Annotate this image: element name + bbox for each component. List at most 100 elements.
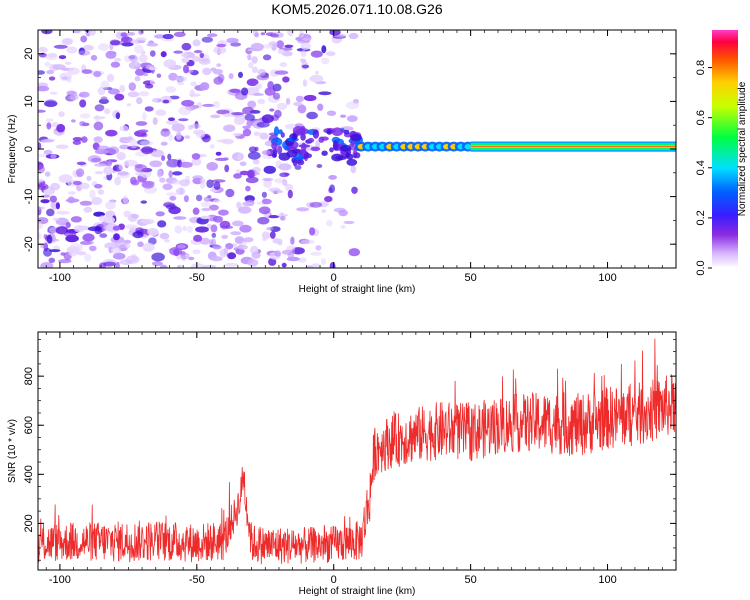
- heatmap-noise-blob: [126, 103, 132, 107]
- snr-series-line: [38, 338, 676, 565]
- heatmap-noise-blob: [274, 70, 289, 75]
- heatmap-noise-blob: [271, 189, 284, 194]
- heatmap-noise-blob: [55, 144, 69, 149]
- heatmap-noise-blob: [192, 249, 201, 255]
- heatmap-noise-blob: [191, 56, 201, 62]
- heatmap-noise-blob: [169, 95, 180, 100]
- heatmap-noise-blob: [184, 135, 191, 139]
- heatmap-noise-blob: [216, 43, 227, 48]
- heatmap-noise-blob: [326, 110, 337, 116]
- heatmap-noise-blob: [348, 248, 360, 257]
- snr-x-tick-label: 100: [598, 574, 616, 586]
- heatmap-noise-blob: [72, 140, 82, 146]
- heatmap-noise-blob: [212, 100, 220, 109]
- heatmap-noise-blob: [211, 232, 217, 238]
- heatmap-noise-blob: [58, 259, 72, 264]
- heatmap-noise-blob: [181, 52, 189, 58]
- heatmap-x-tick-label: 0: [331, 272, 337, 284]
- heatmap-noise-blob: [76, 161, 87, 166]
- heatmap-noise-blob: [113, 233, 120, 241]
- heatmap-noise-blob: [175, 76, 187, 82]
- heatmap-noise-blob: [162, 183, 173, 191]
- heatmap-noise-blob: [63, 231, 77, 237]
- heatmap-noise-blob: [116, 152, 126, 161]
- heatmap-noise-blob: [208, 204, 219, 211]
- heatmap-noise-blob: [276, 102, 288, 110]
- heatmap-noise-blob: [58, 111, 65, 117]
- heatmap-y-tick-label: -20: [23, 236, 35, 252]
- heatmap-noise-blob: [71, 119, 76, 123]
- heatmap-noise-blob: [206, 162, 218, 171]
- heatmap-noise-blob: [105, 50, 117, 59]
- heatmap-noise-blob: [269, 231, 276, 239]
- heatmap-noise-blob: [104, 108, 111, 115]
- heatmap-noise-blob: [298, 257, 307, 263]
- heatmap-noise-blob: [49, 249, 61, 253]
- heatmap-noise-blob: [212, 215, 223, 223]
- heatmap-noise-blob: [199, 237, 211, 245]
- heatmap-noise-blob: [116, 171, 131, 179]
- heatmap-noise-blob: [176, 131, 182, 140]
- heatmap-cluster-blob: [273, 126, 280, 137]
- heatmap-noise-blob: [49, 195, 57, 203]
- heatmap-noise-blob: [281, 262, 287, 268]
- heatmap-cluster-blob: [312, 129, 320, 139]
- heatmap-noise-blob: [303, 94, 317, 102]
- colorbar-tick-label: 0.2: [695, 210, 707, 225]
- colorbar-tick-label: 0.8: [695, 60, 707, 75]
- heatmap-noise-blob: [248, 62, 254, 69]
- heatmap-noise-blob: [272, 83, 282, 92]
- heatmap-noise-blob: [300, 42, 312, 50]
- heatmap-noise-blob: [233, 173, 242, 179]
- heatmap-noise-blob: [193, 234, 203, 242]
- heatmap-noise-blob: [38, 154, 49, 157]
- heatmap-noise-blob: [107, 146, 120, 155]
- heatmap-y-tick-label: -10: [23, 189, 35, 205]
- heatmap-noise-blob: [93, 137, 100, 141]
- heatmap-noise-blob: [201, 36, 213, 43]
- heatmap-noise-blob: [72, 180, 82, 186]
- heatmap-noise-blob: [130, 39, 144, 44]
- heatmap-noise-blob: [168, 206, 181, 215]
- heatmap-noise-blob: [178, 118, 189, 122]
- heatmap-noise-blob: [142, 112, 147, 121]
- heatmap-noise-blob: [52, 64, 66, 70]
- heatmap-noise-blob: [67, 196, 75, 204]
- heatmap-y-tick-label: 10: [23, 95, 35, 107]
- heatmap-noise-blob: [38, 183, 49, 191]
- heatmap-noise-blob: [50, 182, 61, 191]
- heatmap-noise-blob: [162, 33, 174, 40]
- heatmap-noise-blob: [213, 199, 221, 204]
- heatmap-noise-blob: [255, 83, 262, 90]
- heatmap-noise-blob: [67, 67, 80, 75]
- heatmap-noise-blob: [297, 104, 307, 114]
- colorbar-tick-label: 0.4: [695, 160, 707, 175]
- heatmap-noise-blob: [48, 76, 56, 81]
- heatmap-noise-blob: [52, 217, 60, 221]
- heatmap-noise-blob: [90, 54, 98, 61]
- heatmap-noise-blob: [148, 66, 157, 71]
- heatmap-noise-blob: [83, 206, 93, 213]
- heatmap-noise-blob: [207, 195, 212, 199]
- heatmap-x-tick-label: -100: [49, 272, 71, 284]
- heatmap-noise-blob: [76, 168, 85, 178]
- heatmap-noise-blob: [155, 109, 167, 116]
- heatmap-noise-blob: [161, 128, 169, 132]
- heatmap-x-tick-label: 50: [465, 272, 477, 284]
- heatmap-noise-blob: [180, 252, 190, 260]
- heatmap-noise-blob: [276, 40, 285, 49]
- heatmap-noise-blob: [103, 166, 113, 176]
- heatmap-noise-blob: [164, 239, 170, 243]
- heatmap-noise-blob: [39, 47, 44, 51]
- heatmap-noise-blob: [146, 42, 159, 47]
- heatmap-noise-blob: [161, 155, 166, 162]
- heatmap-noise-blob: [209, 144, 215, 149]
- heatmap-noise-blob: [119, 136, 133, 141]
- heatmap-noise-blob: [280, 215, 286, 221]
- heatmap-noise-blob: [72, 137, 83, 142]
- heatmap-noise-blob: [261, 44, 274, 49]
- heatmap-cluster-blob: [286, 150, 298, 158]
- heatmap-noise-blob: [40, 262, 54, 268]
- heatmap-noise-blob: [46, 208, 55, 217]
- heatmap-noise-blob: [113, 57, 122, 62]
